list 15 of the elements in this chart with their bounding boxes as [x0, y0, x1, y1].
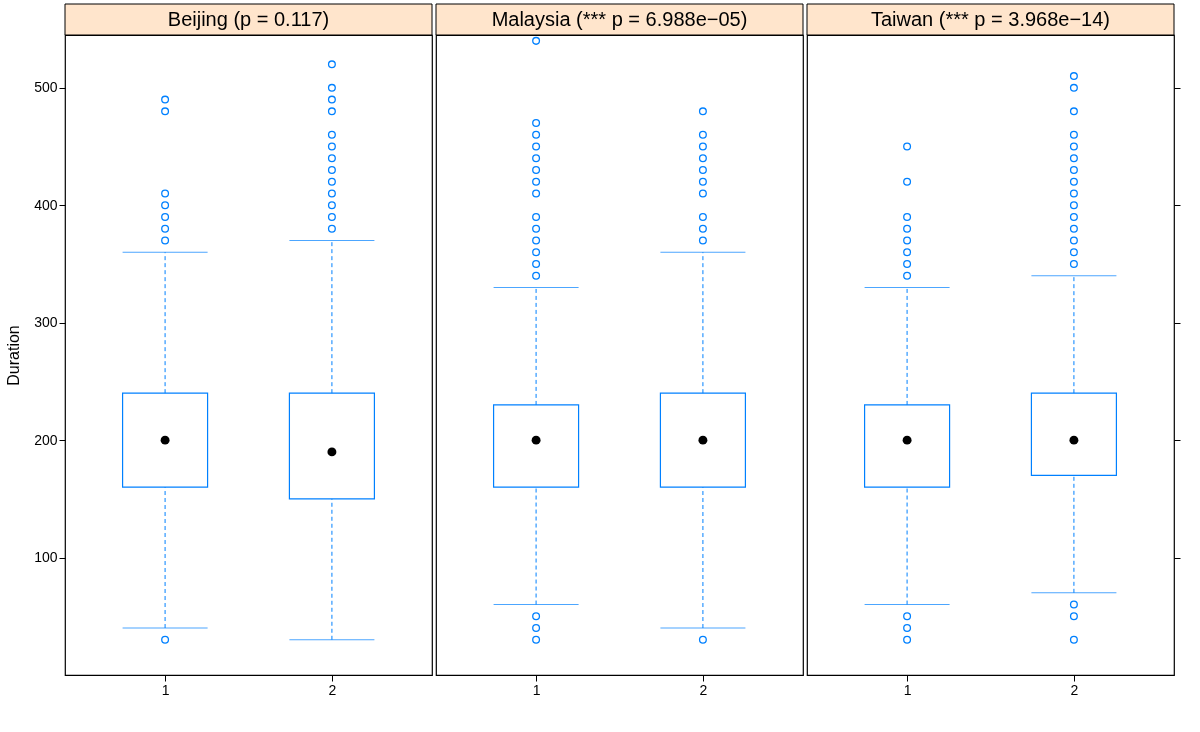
x-tick-label: 2 [1070, 681, 1079, 698]
chart-title: Malaysia (*** p = 6.988e−05) [491, 8, 748, 30]
x-tick-label: 1 [532, 681, 541, 698]
y-axis-title: Duration [5, 325, 23, 386]
x-tick-label: 1 [161, 681, 170, 698]
chart-title: Beijing (p = 0.117) [167, 8, 330, 30]
y-tick-label: 500 [34, 79, 58, 96]
y-tick-label: 200 [34, 431, 58, 448]
y-tick-label: 300 [34, 314, 58, 331]
y-tick-label: 100 [34, 549, 58, 566]
x-tick-label: 2 [328, 681, 337, 698]
chart-title: Taiwan (*** p = 3.968e−14) [870, 8, 1111, 30]
x-tick-label: 1 [903, 681, 912, 698]
y-tick-label: 400 [34, 196, 58, 213]
x-tick-label: 2 [699, 681, 708, 698]
